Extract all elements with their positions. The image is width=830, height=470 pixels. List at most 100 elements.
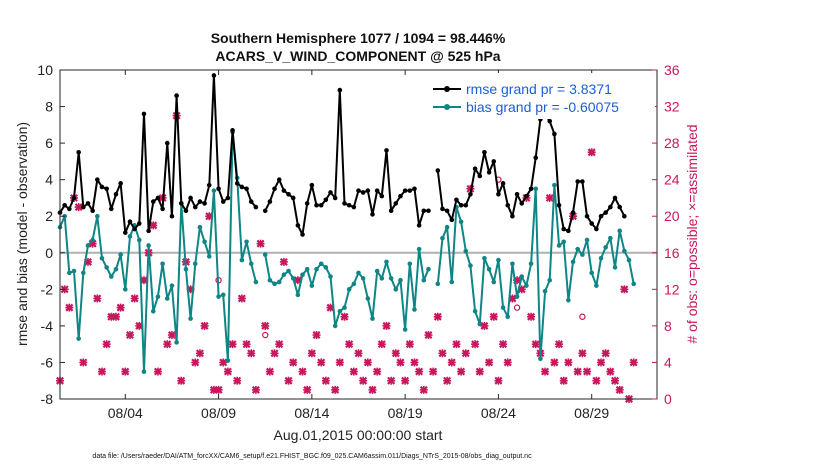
bias-point	[393, 287, 399, 292]
rmse-point	[220, 199, 226, 204]
obs-assimilated-marker	[242, 340, 251, 349]
rmse-point	[365, 188, 371, 193]
rmse-point	[183, 208, 189, 214]
rmse-point	[67, 206, 72, 212]
y2-tick-label: 4	[664, 354, 672, 370]
bias-point	[570, 259, 576, 265]
obs-assimilated-marker	[298, 367, 307, 376]
bias-point	[547, 277, 553, 283]
y-tick-label: 8	[45, 99, 53, 115]
bias-point	[314, 266, 319, 272]
bias-point	[113, 266, 119, 272]
bias-point	[416, 246, 422, 252]
bias-point	[631, 281, 636, 287]
rmse-point	[491, 159, 497, 164]
bias-point	[309, 283, 315, 288]
bias-point	[169, 283, 175, 288]
obs-assimilated-marker	[587, 148, 596, 157]
x-tick-label: 08/04	[108, 405, 143, 421]
rmse-point	[608, 204, 613, 210]
rmse-point	[514, 191, 520, 197]
y-tick-label: 2	[45, 208, 53, 224]
obs-assimilated-marker	[237, 294, 246, 303]
rmse-point	[477, 173, 483, 179]
y2-tick-label: 0	[664, 391, 672, 407]
bias-point	[164, 296, 170, 301]
y-tick-label: 0	[45, 245, 53, 261]
rmse-point	[444, 208, 450, 214]
bias-point	[225, 358, 231, 363]
obs-assimilated-marker	[564, 358, 573, 367]
rmse-point	[454, 197, 459, 203]
obs-assimilated-marker	[475, 367, 484, 376]
bias-point	[449, 279, 455, 285]
obs-assimilated-marker	[559, 376, 568, 385]
obs-assimilated-marker	[223, 367, 232, 376]
obs-assimilated-marker	[153, 367, 162, 376]
obs-assimilated-marker	[443, 376, 452, 385]
bias-point	[276, 279, 282, 285]
obs-assimilated-marker	[429, 367, 438, 376]
rmse-point	[300, 232, 305, 237]
y-axis-right: 36 32 28 24 20 16 12 8 4 0	[652, 62, 680, 407]
rmse-point	[612, 195, 618, 201]
y2-tick-label: 8	[664, 318, 672, 334]
legend-bias-marker	[444, 104, 450, 110]
series-group	[56, 73, 638, 403]
rmse-point	[314, 202, 319, 208]
bias-point	[183, 266, 189, 272]
bias-point	[426, 266, 431, 272]
bias-point	[99, 255, 105, 261]
bias-point	[141, 369, 147, 374]
bias-point	[85, 243, 91, 248]
obs-assimilated-marker	[228, 340, 237, 349]
rmse-point	[617, 204, 622, 210]
bias-point	[374, 268, 380, 274]
x-axis: 08/04 08/09 08/14 08/19 08/24 08/29	[108, 70, 609, 421]
bias-point	[528, 261, 534, 267]
obs-assimilated-marker	[340, 312, 349, 321]
bias-point	[514, 294, 520, 299]
rmse-point	[262, 208, 268, 214]
x-axis-label: Aug.01,2015 00:00:00 start	[274, 427, 443, 443]
rmse-point	[253, 204, 259, 210]
bias-point	[612, 265, 618, 270]
bias-point	[435, 281, 441, 287]
obs-assimilated-marker	[405, 340, 414, 349]
obs-assimilated-marker	[102, 340, 111, 349]
rmse-point	[342, 201, 347, 206]
obs-assimilated-marker	[480, 321, 489, 330]
y-tick-label: 10	[37, 62, 53, 78]
rmse-point	[598, 213, 604, 219]
bias-point	[346, 287, 352, 292]
rmse-point	[496, 191, 501, 197]
obs-assimilated-marker	[331, 385, 340, 394]
bias-point	[323, 265, 329, 270]
rmse-point	[603, 210, 608, 215]
obs-assimilated-marker	[461, 349, 470, 358]
obs-assimilated-marker	[433, 312, 442, 321]
rmse-point	[458, 202, 464, 208]
y-axis-left: 10 8 6 4 2 0 -2 -4 -6 -8	[37, 62, 65, 407]
obs-assimilated-marker	[321, 376, 330, 385]
obs-assimilated-marker	[307, 349, 316, 358]
legend: rmse grand pr = 3.8371 bias grand pr = -…	[425, 73, 655, 119]
rmse-point	[589, 221, 595, 226]
obs-assimilated-marker	[363, 358, 372, 367]
rmse-point	[150, 199, 156, 204]
bias-point	[328, 274, 333, 279]
plot-frame	[59, 69, 658, 400]
rmse-point	[561, 226, 567, 232]
bias-point	[286, 268, 291, 274]
x-tick-label: 08/29	[574, 405, 609, 421]
bias-point	[580, 252, 585, 257]
y2-tick-label: 12	[664, 281, 680, 297]
bias-point	[220, 292, 226, 298]
obs-assimilated-marker	[503, 358, 512, 367]
obs-assimilated-marker	[289, 358, 298, 367]
rmse-point	[113, 191, 119, 197]
rmse-point	[412, 186, 417, 192]
rmse-point	[169, 213, 175, 219]
bias-point	[244, 239, 249, 245]
